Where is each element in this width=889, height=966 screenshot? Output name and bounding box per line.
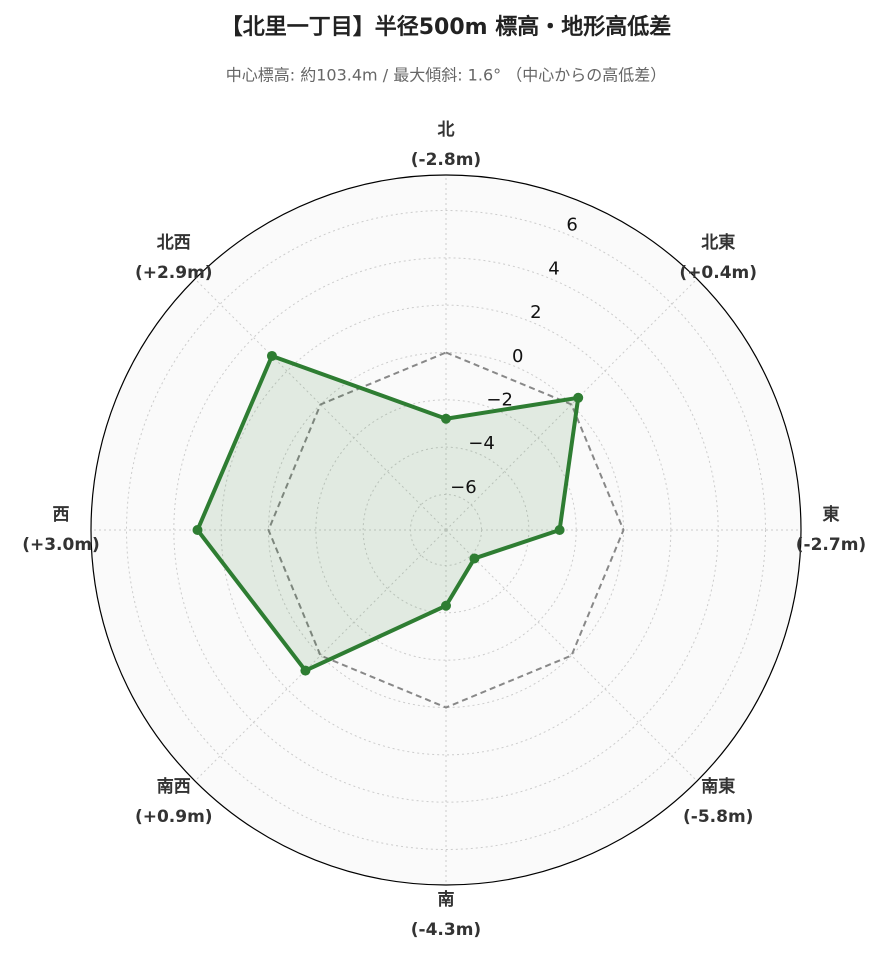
category-label: 北西 [157,233,191,253]
grid-circle [362,446,530,614]
value-label: (-2.8m) [411,150,481,170]
data-point [441,413,451,424]
spoke [194,278,447,531]
chart-subtitle: 中心標高: 約103.4m / 最大傾斜: 1.6° （中心からの高低差） [226,66,666,85]
value-label: (+2.9m) [135,263,213,283]
grid-circle [173,257,719,803]
category-label: 北 [438,120,455,140]
category-label: 西 [53,505,70,525]
value-label: (-4.3m) [411,920,481,940]
grid-circle [126,210,766,850]
data-point [266,350,277,361]
category-label: 東 [823,504,840,525]
category-label: 南 [438,889,455,910]
spoke [445,529,698,782]
value-label: (+0.9m) [135,807,213,827]
data-point [554,525,565,535]
r-tick-label: 4 [548,258,559,279]
value-label: (-2.7m) [796,535,866,555]
data-point [300,665,311,676]
r-tick-label: −6 [450,477,477,498]
data-point [469,553,480,564]
spoke [445,278,698,531]
chart-title: 【北里一丁目】半径500m 標高・地形高低差 [221,14,672,40]
category-label: 南東 [701,776,735,797]
data-point [192,525,203,535]
value-label: (+0.4m) [679,263,757,283]
data-point [573,392,584,403]
data-point [441,600,451,611]
r-tick-label: 2 [530,302,541,323]
spoke [194,529,447,782]
grid-circle [220,304,672,756]
r-tick-label: 6 [566,215,577,236]
category-label: 北東 [701,232,735,253]
r-tick-label: −2 [486,390,513,411]
reference-line [267,351,625,709]
value-label: (-5.8m) [683,807,753,827]
category-label: 南西 [157,776,191,797]
r-tick-label: 0 [512,346,523,367]
value-label: (+3.0m) [22,535,100,555]
r-tick-label: −4 [468,433,495,454]
